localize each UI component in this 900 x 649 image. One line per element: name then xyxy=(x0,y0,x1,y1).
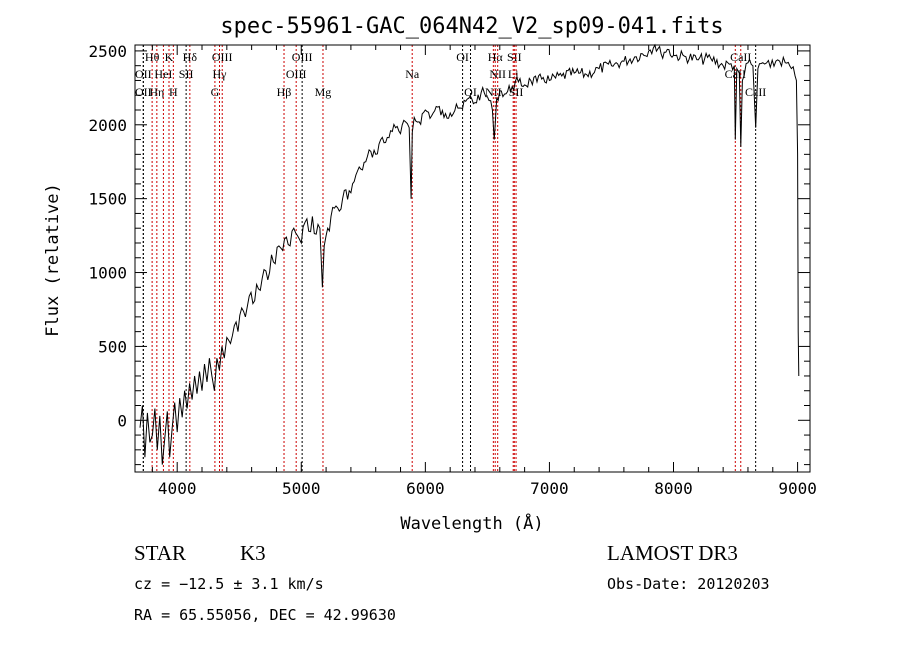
line-marker-label: H xyxy=(169,85,178,99)
y-tick-label: 2500 xyxy=(88,42,127,61)
y-tick-label: 1000 xyxy=(88,264,127,283)
obs-date: Obs-Date: 20120203 xyxy=(607,575,770,593)
line-marker-label: NII xyxy=(485,85,502,99)
line-marker-label: HeI xyxy=(154,67,172,81)
line-marker-label: OI xyxy=(464,85,477,99)
redshift-cz: cz = −12.5 ± 3.1 km/s xyxy=(134,575,324,593)
line-marker-label: SII xyxy=(179,67,194,81)
line-marker-label: OIII xyxy=(292,50,313,64)
line-marker-label: Mg xyxy=(315,85,332,99)
line-marker-label: K xyxy=(165,50,174,64)
line-marker-label: NII xyxy=(489,67,506,81)
y-tick-label: 0 xyxy=(117,411,127,430)
line-marker-label: Na xyxy=(405,67,420,81)
line-marker-label: OIII xyxy=(212,50,233,64)
survey-label: LAMOST DR3 xyxy=(607,541,738,565)
line-marker-label: SII xyxy=(509,85,524,99)
line-marker-label: CaII xyxy=(730,50,751,64)
x-axis-label: Wavelength (Å) xyxy=(400,512,543,534)
coordinates: RA = 65.55056, DEC = 42.99630 xyxy=(134,606,396,624)
y-tick-label: 2000 xyxy=(88,116,127,135)
spectrum-line xyxy=(139,43,800,465)
object-class: STAR xyxy=(134,541,186,565)
line-marker-label: Hδ xyxy=(183,50,198,64)
y-tick-label: 1500 xyxy=(88,190,127,209)
x-tick-label: 7000 xyxy=(530,479,569,498)
plot-frame xyxy=(134,44,811,473)
line-marker-label: CaII xyxy=(745,85,766,99)
line-marker-label: Hη xyxy=(149,85,164,99)
line-marker-label: SII xyxy=(507,50,522,64)
line-marker-label: Hγ xyxy=(213,67,228,81)
line-marker-label: OIII xyxy=(286,67,307,81)
line-marker-label: G xyxy=(211,85,220,99)
subclass: K3 xyxy=(240,541,266,565)
axis-ticks: 4000 5000 6000 7000 8000 9000 0 500 1000 1500 2000… xyxy=(88,42,816,498)
line-marker-label: Hθ xyxy=(145,50,160,64)
chart-title: spec-55961-GAC_064N42_V2_sp09-041.fits xyxy=(220,14,723,39)
x-tick-label: 9000 xyxy=(778,479,817,498)
x-tick-label: 4000 xyxy=(158,479,197,498)
line-marker-label: Hα xyxy=(488,50,504,64)
y-tick-label: 500 xyxy=(98,337,127,356)
line-marker-label: Li xyxy=(508,67,519,81)
line-marker-label: Hβ xyxy=(277,85,292,99)
y-axis-label: Flux (relative) xyxy=(43,183,63,337)
x-tick-label: 6000 xyxy=(406,479,445,498)
x-tick-label: 8000 xyxy=(654,479,693,498)
line-marker-label: OI xyxy=(456,50,469,64)
x-tick-label: 5000 xyxy=(282,479,321,498)
line-markers: OIIOIIHθHηHeIKHSIIHδGHγOIIIHβOIIIOIIIMgN… xyxy=(135,45,766,472)
